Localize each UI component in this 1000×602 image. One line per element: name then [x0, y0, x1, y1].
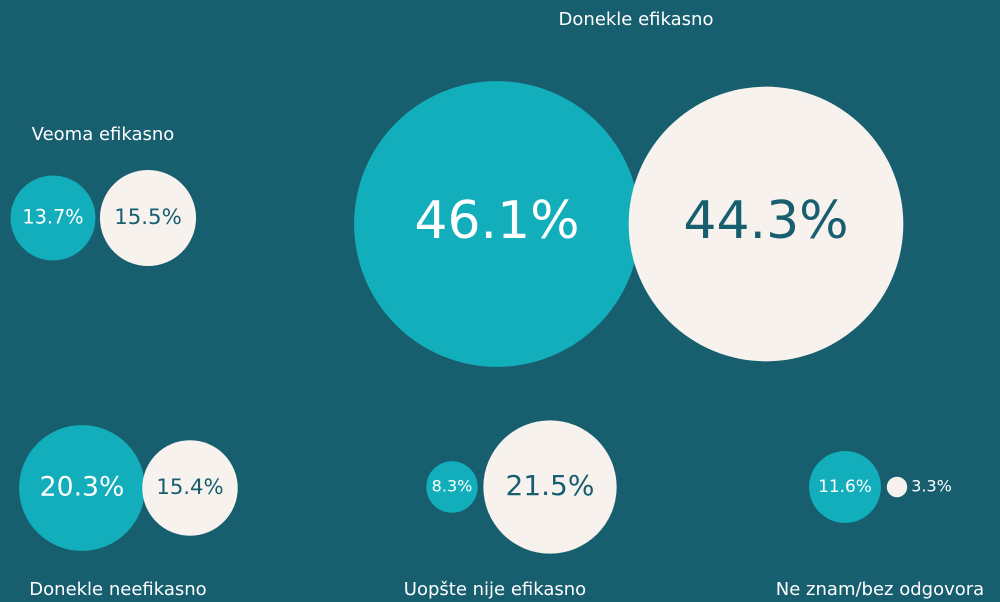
group-label: Donekle efikasno — [559, 9, 714, 30]
value-label: 11.6% — [818, 476, 872, 496]
bubble — [628, 86, 904, 362]
value-label: 3.3% — [911, 477, 952, 496]
group-label: Ne znam/bez odgovora — [776, 579, 984, 600]
group-label: Uopšte nije efikasno — [404, 579, 586, 600]
bubble — [142, 440, 238, 536]
value-label: 15.4% — [156, 474, 223, 499]
bubble — [809, 451, 881, 523]
bubble — [99, 169, 197, 267]
bubble — [483, 420, 617, 554]
bubble — [19, 425, 145, 551]
value-label: 21.5% — [506, 469, 595, 502]
value-label: 44.3% — [683, 191, 848, 251]
value-label: 46.1% — [414, 191, 579, 251]
bubble — [426, 461, 478, 513]
value-label: 13.7% — [22, 206, 83, 229]
group-label: Veoma efikasno — [32, 124, 175, 145]
bubble — [10, 175, 96, 261]
value-label: 20.3% — [40, 472, 125, 503]
bubble — [354, 81, 640, 367]
group-label: Donekle neefikasno — [29, 579, 206, 600]
bubble — [886, 476, 908, 498]
value-label: 15.5% — [114, 205, 182, 230]
value-label: 8.3% — [432, 477, 473, 496]
